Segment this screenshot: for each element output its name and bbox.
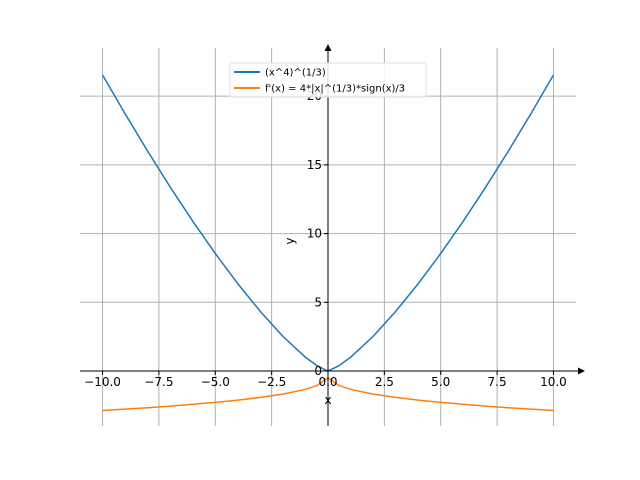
x-tick-label: −5.0 bbox=[201, 375, 230, 389]
legend-label-x4-cuberoot: (x^4)^(1/3) bbox=[265, 68, 326, 79]
legend-label-derivative: f'(x) = 4*|x|^(1/3)*sign(x)/3 bbox=[265, 84, 405, 95]
y-axis-title: y bbox=[283, 237, 297, 244]
x-axis-arrow bbox=[578, 367, 585, 375]
x-tick-label: 10.0 bbox=[540, 375, 567, 389]
legend-box bbox=[229, 62, 427, 98]
x-tick-label: 7.5 bbox=[488, 375, 507, 389]
y-axis-arrow bbox=[324, 44, 332, 51]
x-axis-title: x bbox=[324, 393, 331, 407]
x-tick-label: −2.5 bbox=[257, 375, 286, 389]
y-tick-label: 15 bbox=[307, 158, 322, 172]
x-tick-label: 2.5 bbox=[375, 375, 394, 389]
y-tick-label: 0 bbox=[314, 364, 322, 378]
x-tick-label: −10.0 bbox=[84, 375, 121, 389]
x-tick-label: 0.0 bbox=[318, 375, 337, 389]
axes bbox=[80, 44, 585, 426]
x-tick-label: 5.0 bbox=[431, 375, 450, 389]
legend: (x^4)^(1/3) f'(x) = 4*|x|^(1/3)*sign(x)/… bbox=[229, 62, 427, 98]
x-tick-label: −7.5 bbox=[144, 375, 173, 389]
y-tick-label: 10 bbox=[307, 227, 322, 241]
y-tick-label: 5 bbox=[314, 295, 322, 309]
ticks: −10.0−7.5−5.0−2.50.02.55.07.510.00510152… bbox=[84, 89, 567, 389]
